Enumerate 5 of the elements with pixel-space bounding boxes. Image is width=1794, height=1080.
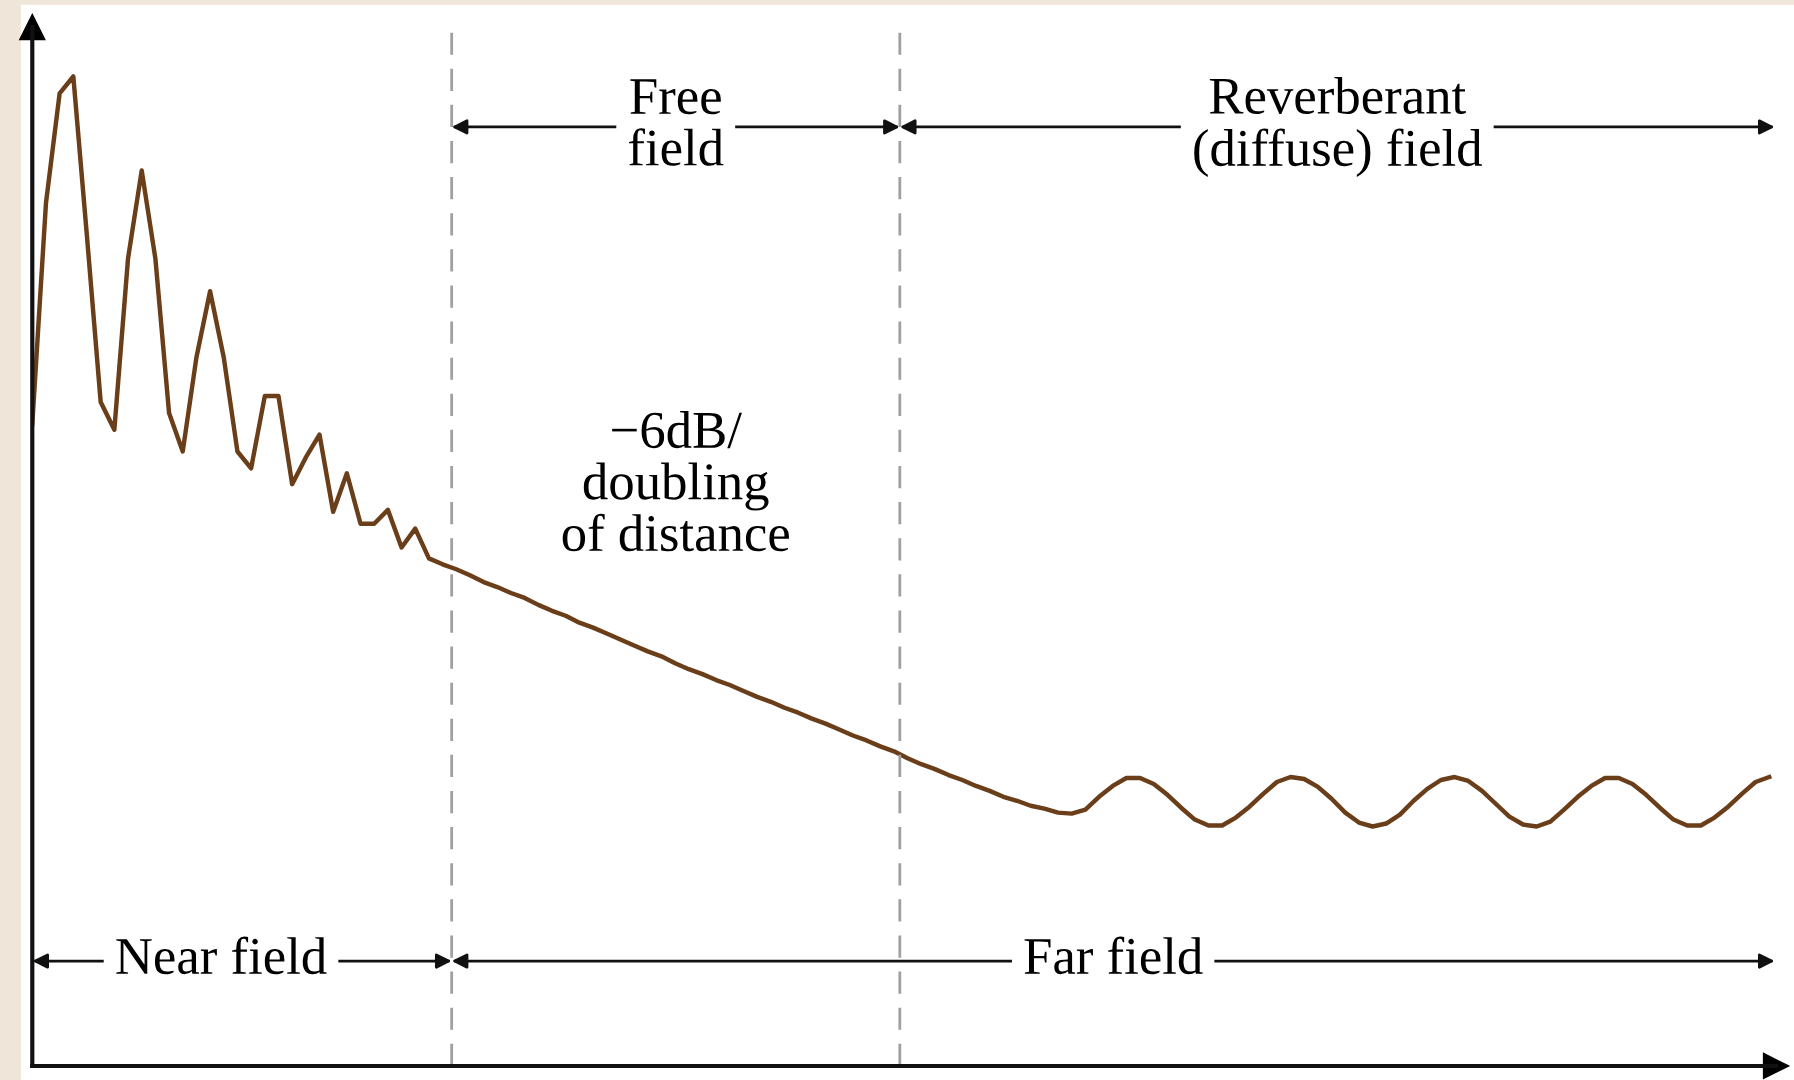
annotation: Reverberant (diffuse) field bbox=[1194, 76, 1482, 177]
annotation: Far field bbox=[1024, 936, 1203, 975]
annotation: −6dB/ doubling of distance bbox=[562, 411, 789, 552]
annotation: Near field bbox=[116, 936, 327, 975]
annotation: Free field bbox=[629, 79, 724, 166]
